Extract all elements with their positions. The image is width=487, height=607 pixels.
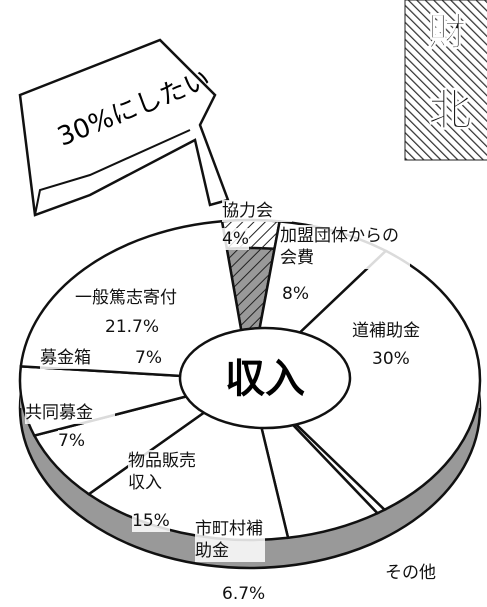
slice-value-label: 15% — [132, 510, 170, 532]
slice-label: 共同募金 — [25, 402, 115, 424]
slice-label: 物品販売収入 — [128, 450, 208, 494]
slice-value-label: 7% — [135, 347, 162, 369]
slice-value-label: 7% — [58, 430, 85, 452]
arrow-depth — [34, 129, 191, 216]
center-ellipse — [178, 326, 352, 430]
slice-value-label: 6.7% — [222, 583, 266, 605]
slice-label: 協力会 — [222, 200, 292, 222]
slice-label: 加盟団体からの会費 — [280, 225, 410, 269]
slice-label: 道補助金 — [352, 320, 462, 342]
center-label: 収入 — [225, 356, 305, 402]
pie-slice — [248, 249, 482, 512]
title-fragment: 財 — [428, 10, 466, 54]
slice-label: 市町村補助金 — [195, 518, 265, 562]
slice-value-label: 21.7% — [105, 316, 160, 338]
slice-label: 募金箱 — [40, 347, 120, 369]
title-fragment: 北 — [428, 85, 472, 136]
slice-label: その他 — [385, 562, 455, 584]
slice-value-label: 30% — [372, 348, 410, 370]
arrow-box — [18, 38, 230, 217]
slice-label: 一般篤志寄付 — [75, 287, 225, 309]
title-box — [404, 0, 487, 161]
slice-value-label: 8% — [282, 283, 309, 305]
slice-value-label: 4% — [222, 228, 249, 250]
